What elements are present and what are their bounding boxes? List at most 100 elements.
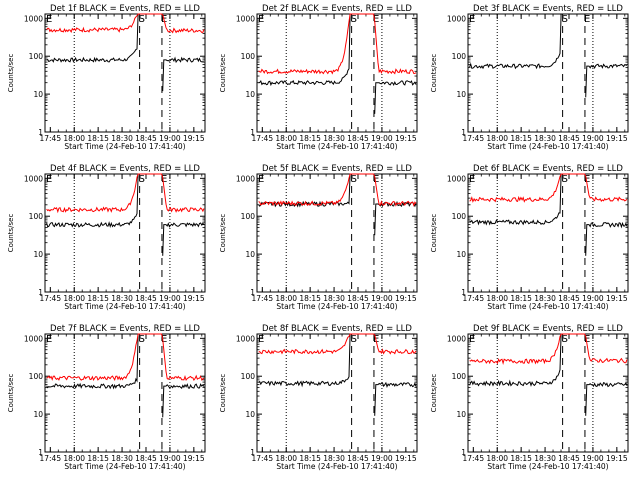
y-tick-label: 1 (461, 128, 466, 137)
chart-panel-4: Det 4f BLACK = Events, RED = LLD Counts/s… (7, 164, 206, 311)
x-axis-label: Start Time (24-Feb-10 17:41:40) (64, 302, 185, 311)
x-tick-label: 18:45 (135, 454, 157, 463)
y-tick-label: 100 (241, 212, 256, 221)
x-tick-label: 17:45 (39, 134, 61, 143)
x-tick-label: 18:45 (558, 454, 580, 463)
x-tick-label: 17:45 (251, 454, 273, 463)
x-tick-label: 18:15 (299, 294, 321, 303)
y-tick-label: 100 (452, 212, 467, 221)
x-tick-label: 18:15 (87, 454, 109, 463)
x-tick-label: 18:30 (534, 134, 556, 143)
event-marker-label: E (373, 174, 379, 185)
x-tick-label: 17:45 (462, 294, 484, 303)
y-tick-label: 10 (456, 90, 466, 99)
x-tick-label: 19:15 (183, 454, 205, 463)
x-tick-label: 18:45 (347, 294, 369, 303)
x-tick-label: 19:00 (371, 454, 393, 463)
y-tick-label: 10 (456, 250, 466, 259)
event-marker-label: S (351, 334, 357, 345)
x-tick-label: 19:00 (159, 134, 181, 143)
plot-frame (256, 173, 418, 293)
x-tick-label: 19:00 (159, 454, 181, 463)
event-marker-label: E (584, 174, 590, 185)
plot-frame (256, 333, 418, 453)
x-tick-label: 18:30 (534, 454, 556, 463)
x-axis-label: Start Time (24-Feb-10 17:41:40) (276, 142, 397, 151)
series-line-lld (46, 173, 205, 214)
y-tick-label: 1000 (447, 174, 466, 183)
series-line-lld (469, 173, 628, 203)
x-axis-label: Start Time (24-Feb-10 17:41:40) (276, 462, 397, 471)
x-axis-label: Start Time (24-Feb-10 17:41:40) (487, 142, 608, 151)
chart-panel-8: Det 8f BLACK = Events, RED = LLD Counts/s… (219, 324, 418, 471)
x-tick-label: 18:30 (323, 454, 345, 463)
x-tick-label: 19:15 (183, 294, 205, 303)
series-line-lld (258, 173, 417, 207)
y-tick-label: 100 (241, 52, 256, 61)
x-tick-label: 18:00 (486, 454, 508, 463)
y-tick-label: 1000 (24, 14, 43, 23)
event-marker-label: S (562, 14, 568, 25)
plot-frame (256, 13, 418, 133)
y-tick-label: 10 (456, 410, 466, 419)
x-tick-label: 18:30 (111, 134, 133, 143)
y-tick-label: 1 (38, 128, 43, 137)
y-tick-label: 1 (461, 288, 466, 297)
x-tick-label: 19:15 (395, 294, 417, 303)
plot-frame (44, 13, 206, 133)
chart-title: Det 1f BLACK = Events, RED = LLD (50, 4, 200, 14)
chart-title: Det 9f BLACK = Events, RED = LLD (473, 324, 623, 334)
y-tick-label: 10 (33, 410, 43, 419)
series-line-events (46, 333, 205, 418)
x-tick-label: 19:00 (582, 134, 604, 143)
x-axis-label: Start Time (24-Feb-10 17:41:40) (487, 462, 608, 471)
x-tick-label: 18:45 (347, 134, 369, 143)
event-marker-label: S (351, 14, 357, 25)
chart-panel-5: Det 5f BLACK = Events, RED = LLD Counts/s… (219, 164, 418, 311)
event-marker-label: E (46, 174, 52, 185)
chart-panel-3: Det 3f BLACK = Events, RED = LLD Counts/s… (430, 4, 629, 151)
plot-frame (467, 13, 629, 133)
x-axis-label: Start Time (24-Feb-10 17:41:40) (487, 302, 608, 311)
y-tick-label: 1 (250, 288, 255, 297)
x-tick-label: 17:45 (251, 134, 273, 143)
series-line-lld (46, 333, 205, 382)
x-tick-label: 17:45 (39, 454, 61, 463)
event-marker-label: E (258, 334, 264, 345)
x-tick-label: 18:45 (347, 454, 369, 463)
x-tick-label: 18:30 (534, 294, 556, 303)
x-tick-label: 18:00 (63, 294, 85, 303)
x-axis-label: Start Time (24-Feb-10 17:41:40) (276, 302, 397, 311)
x-axis-label: Start Time (24-Feb-10 17:41:40) (64, 142, 185, 151)
x-tick-label: 19:15 (395, 134, 417, 143)
y-tick-label: 1000 (24, 334, 43, 343)
y-tick-label: 100 (29, 372, 44, 381)
series-line-lld (469, 333, 628, 366)
series-line-events (46, 173, 205, 256)
y-tick-label: 1000 (236, 334, 255, 343)
plot-frame (44, 173, 206, 293)
x-tick-label: 18:45 (135, 134, 157, 143)
chart-panel-1: Det 1f BLACK = Events, RED = LLD Counts/s… (7, 4, 206, 151)
y-tick-label: 1000 (236, 174, 255, 183)
y-tick-label: 10 (245, 410, 255, 419)
y-tick-label: 10 (245, 90, 255, 99)
y-tick-label: 100 (241, 372, 256, 381)
chart-title: Det 6f BLACK = Events, RED = LLD (473, 164, 623, 174)
x-tick-label: 18:00 (486, 134, 508, 143)
x-tick-label: 17:45 (462, 134, 484, 143)
x-tick-label: 18:45 (558, 134, 580, 143)
x-tick-label: 18:15 (299, 454, 321, 463)
x-tick-label: 19:15 (395, 454, 417, 463)
chart-title: Det 7f BLACK = Events, RED = LLD (50, 324, 200, 334)
event-marker-label: E (46, 334, 52, 345)
x-tick-label: 18:45 (558, 294, 580, 303)
x-tick-label: 17:45 (39, 294, 61, 303)
series-line-events (258, 333, 417, 416)
y-tick-label: 100 (29, 212, 44, 221)
event-marker-label: S (351, 174, 357, 185)
x-axis-label: Start Time (24-Feb-10 17:41:40) (64, 462, 185, 471)
chart-panel-7: Det 7f BLACK = Events, RED = LLD Counts/s… (7, 324, 206, 471)
y-axis-label: Counts/sec (219, 374, 227, 413)
